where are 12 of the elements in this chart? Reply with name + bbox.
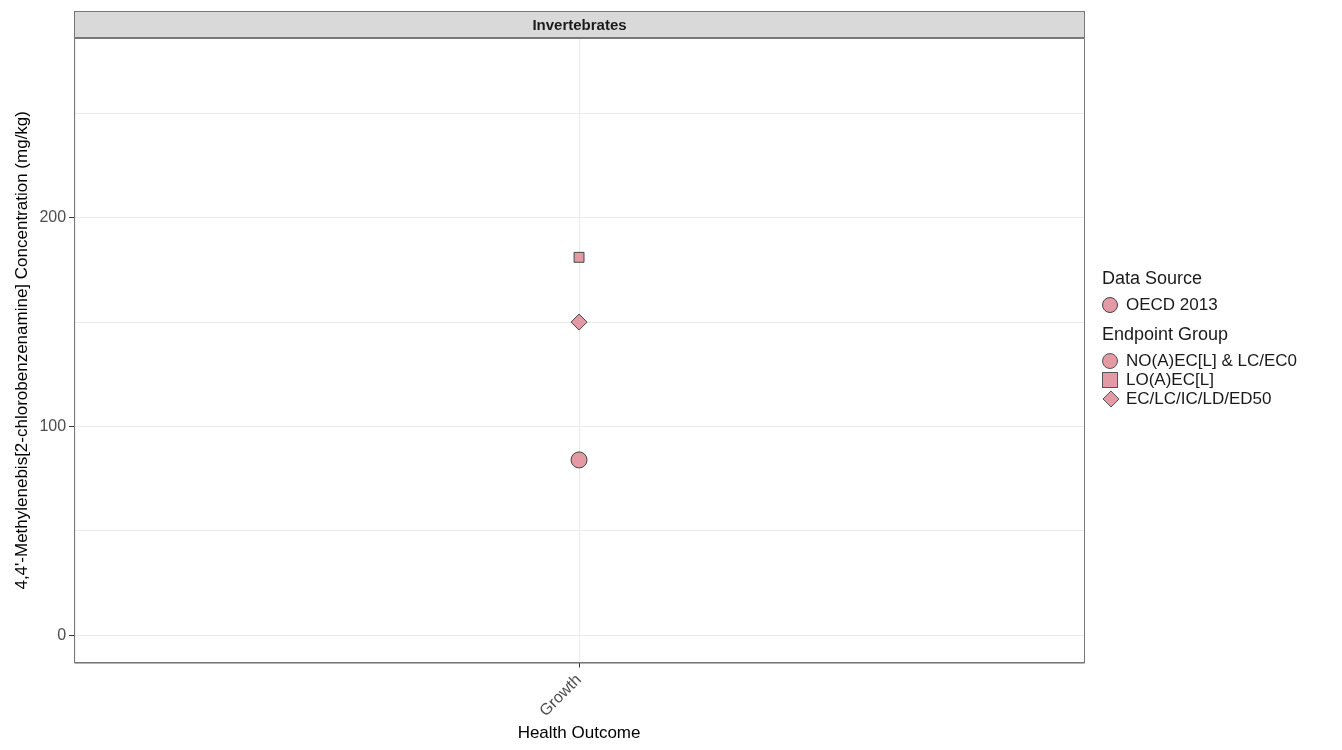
chart-title: Invertebrates [74,11,1085,38]
legend-label: EC/LC/IC/LD/ED50 [1125,388,1273,408]
y-tick-label: 0 [57,625,67,643]
text: OECD 2013 [1125,294,1219,314]
x-axis-title: Health Outcome [517,723,641,743]
legend-label: NO(A)EC[L] & LC/EC0 [1125,350,1297,370]
legend-label: LO(A)EC[L] [1125,369,1215,389]
text: Data Source [1102,268,1204,289]
legend-title: Endpoint Group [1102,324,1230,345]
y-tick-label: 100 [39,416,67,434]
y-axis-title: 4,4'-Methylenebis[2-chlorobenzenamine] Concentration (mg/kg) [11,111,31,590]
y-tick-label: 200 [39,208,67,226]
